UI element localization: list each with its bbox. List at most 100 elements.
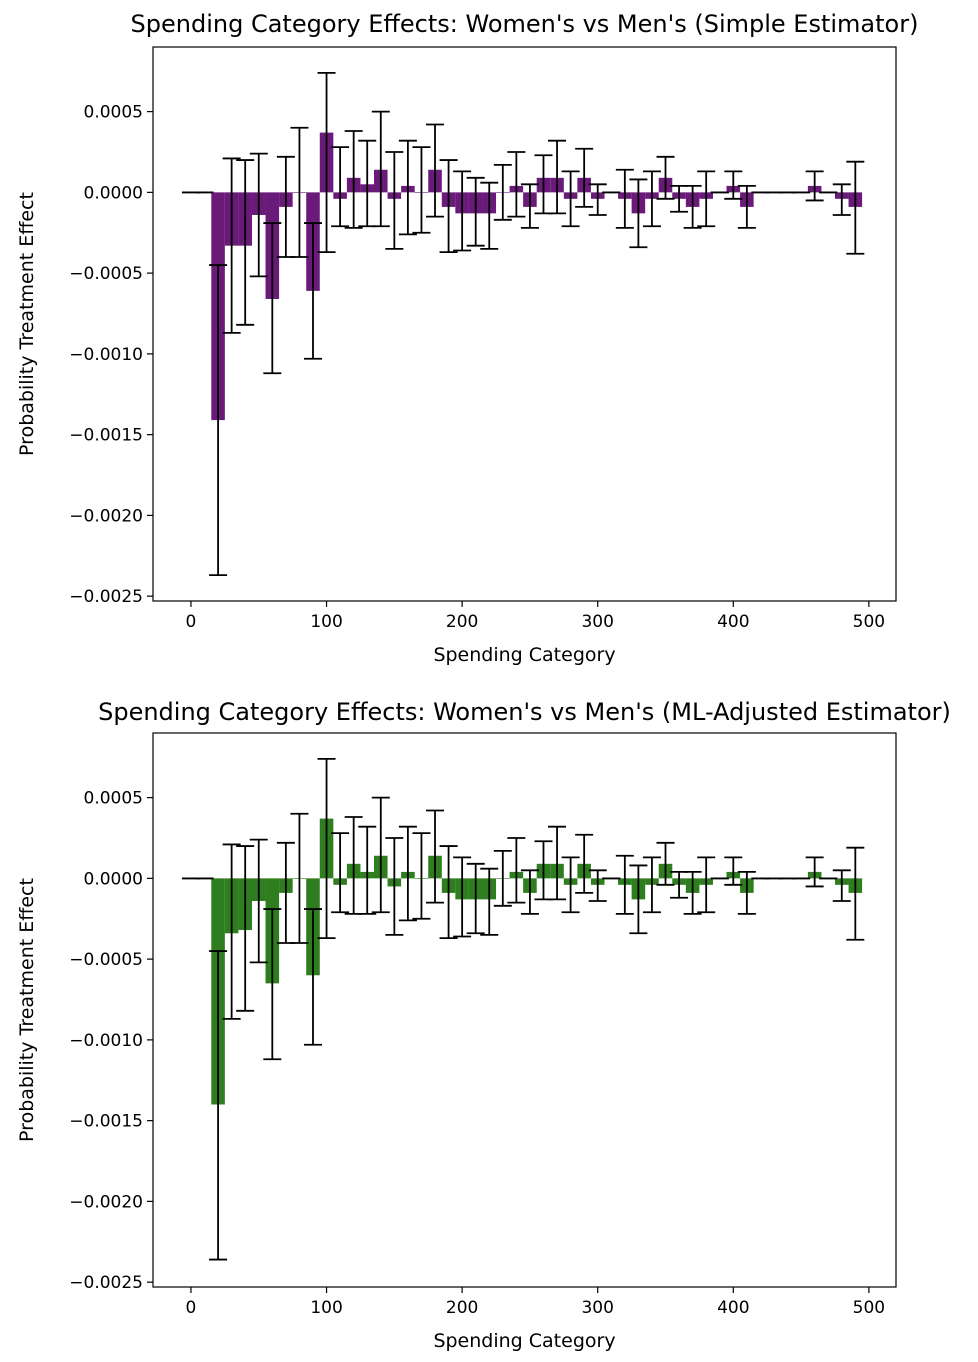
error-bar: [426, 123, 445, 218]
error-bar: [561, 170, 580, 228]
x-tick-label: 400: [717, 1298, 749, 1318]
x-tick-label: 400: [717, 612, 749, 632]
x-tick-label: 300: [581, 1298, 613, 1318]
error-bar: [209, 264, 228, 577]
y-tick-label: −0.0010: [69, 345, 143, 365]
error-bar: [236, 845, 255, 1012]
error-bar: [371, 796, 390, 914]
x-tick-label: 0: [186, 612, 197, 632]
error-bar: [331, 146, 350, 228]
y-tick-label: −0.0005: [69, 950, 143, 970]
error-bar: [656, 841, 675, 886]
error-bar: [263, 908, 282, 1061]
error-bar: [832, 183, 851, 216]
error-bar: [453, 856, 472, 938]
error-bar: [236, 159, 255, 326]
error-bar: [398, 139, 417, 236]
error-bar: [629, 178, 648, 249]
error-bar: [575, 833, 594, 894]
x-tick-label: 0: [186, 1298, 197, 1318]
error-bar: [805, 170, 824, 202]
x-tick-label: 500: [853, 612, 885, 632]
y-tick-label: 0.0005: [84, 789, 143, 809]
error-bar: [249, 152, 268, 278]
error-bar: [615, 854, 634, 915]
error-bar: [697, 170, 716, 228]
x-tick-label: 100: [310, 1298, 342, 1318]
error-bar: [507, 151, 526, 218]
x-axis-label: Spending Category: [433, 644, 615, 666]
error-bar: [358, 825, 377, 915]
x-tick-label: 200: [446, 1298, 478, 1318]
error-bar: [344, 130, 363, 229]
y-tick-label: −0.0015: [69, 426, 143, 446]
error-bar: [629, 864, 648, 935]
error-bar: [371, 110, 390, 228]
error-bar: [426, 809, 445, 904]
y-tick-label: 0.0000: [84, 869, 143, 889]
error-bar: [317, 71, 336, 254]
chart-title: Spending Category Effects: Women's vs Me…: [98, 698, 951, 726]
error-bar: [222, 843, 241, 1020]
y-tick-label: −0.0020: [69, 506, 143, 526]
error-bar: [724, 170, 743, 200]
error-bar: [412, 832, 431, 920]
error-bar: [385, 837, 404, 936]
error-bar: [548, 139, 567, 215]
y-tick-label: 0.0000: [84, 183, 143, 203]
error-bar: [331, 832, 350, 914]
error-bar: [209, 950, 228, 1261]
error-bar: [453, 170, 472, 252]
error-bar: [385, 151, 404, 250]
error-bar: [263, 222, 282, 375]
error-bar: [249, 838, 268, 964]
error-bar: [466, 862, 485, 935]
error-bar: [697, 856, 716, 914]
y-axis-label: Probability Treatment Effect: [16, 878, 38, 1142]
y-tick-label: 0.0005: [84, 103, 143, 123]
error-bar: [642, 856, 661, 914]
error-bar: [439, 845, 458, 940]
error-bar: [548, 825, 567, 901]
error-bar: [737, 185, 756, 229]
error-bar: [466, 176, 485, 247]
y-tick-label: −0.0025: [69, 587, 143, 607]
y-tick-label: −0.0025: [69, 1273, 143, 1293]
error-bar: [615, 168, 634, 229]
error-bar: [358, 139, 377, 228]
x-tick-label: 200: [446, 612, 478, 632]
error-bar: [683, 185, 702, 229]
x-tick-label: 500: [853, 1298, 885, 1318]
y-tick-label: −0.0020: [69, 1192, 143, 1212]
error-bar: [588, 869, 607, 902]
plot-frame: [152, 46, 897, 602]
error-bar: [520, 183, 539, 229]
chart-title: Spending Category Effects: Women's vs Me…: [131, 10, 919, 38]
error-bar: [303, 908, 322, 1046]
error-bar: [588, 183, 607, 216]
error-bar: [642, 170, 661, 228]
error-bar: [832, 869, 851, 902]
error-bar: [846, 160, 865, 255]
error-bar: [656, 155, 675, 200]
chart-panel-1: Spending Category Effects: Women's vs Me…: [16, 10, 918, 666]
y-tick-label: −0.0015: [69, 1112, 143, 1132]
error-bar: [493, 164, 512, 221]
error-bar: [303, 222, 322, 360]
error-bar: [398, 825, 417, 922]
error-bar: [575, 147, 594, 208]
error-bar: [480, 181, 499, 250]
error-bar: [520, 869, 539, 915]
error-bar: [493, 850, 512, 907]
error-bar: [290, 812, 309, 944]
chart-panel-2: Spending Category Effects: Women's vs Me…: [16, 698, 951, 1352]
error-bar: [507, 837, 526, 904]
error-bar: [480, 867, 499, 936]
error-bar: [276, 155, 295, 258]
x-tick-label: 100: [310, 612, 342, 632]
error-bar: [317, 757, 336, 940]
error-bar: [439, 159, 458, 254]
error-bar: [724, 856, 743, 886]
y-axis-label: Probability Treatment Effect: [16, 192, 38, 456]
